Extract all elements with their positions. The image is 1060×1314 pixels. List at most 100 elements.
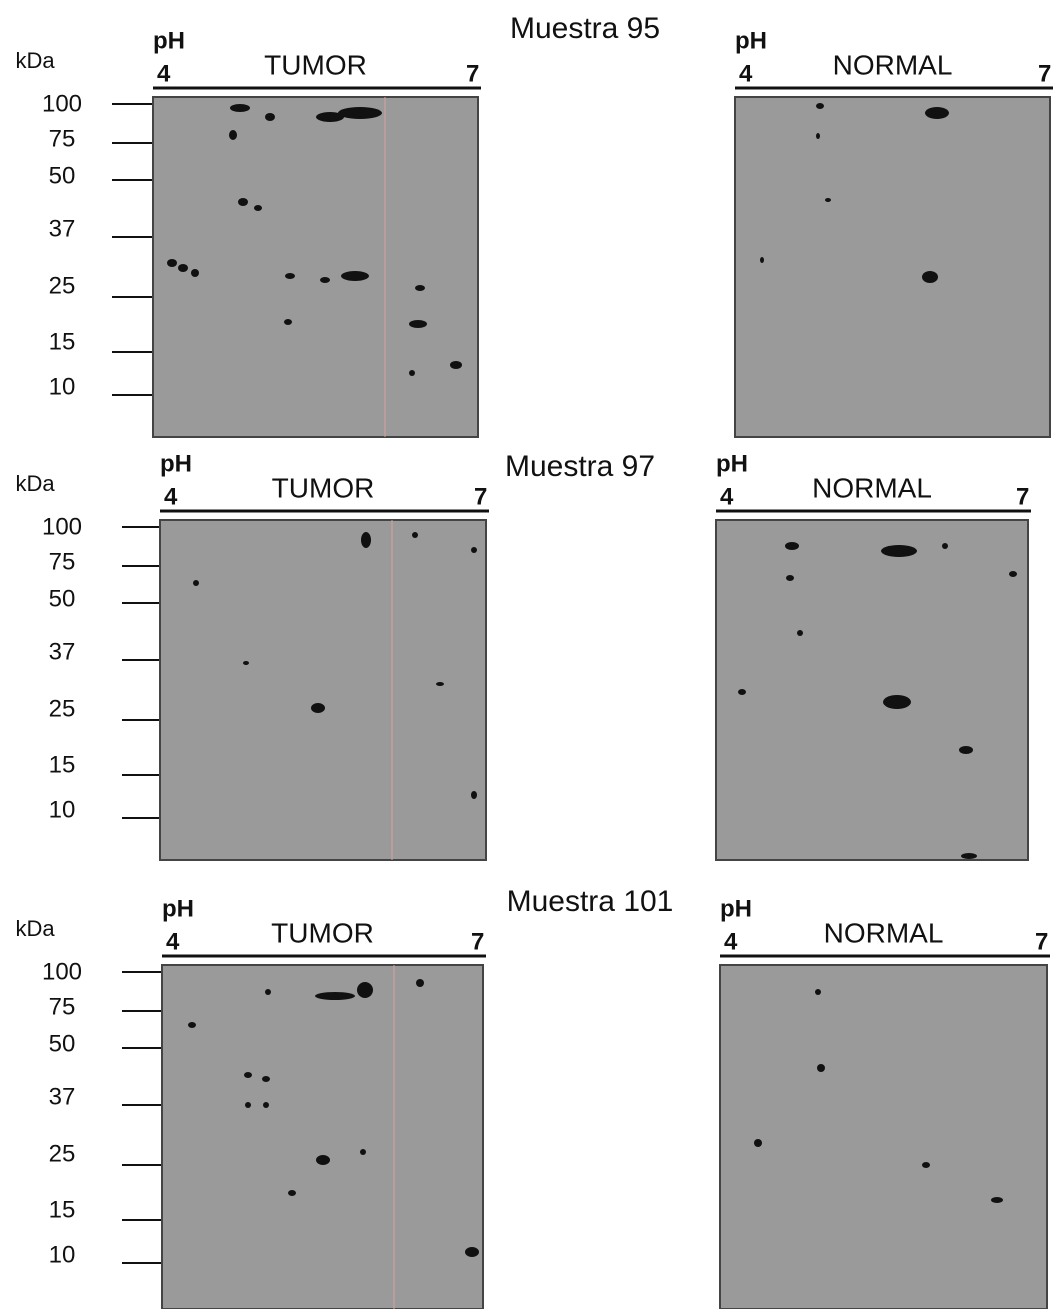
protein-spot	[265, 989, 271, 995]
protein-spot	[262, 1076, 270, 1082]
gel	[152, 96, 479, 438]
protein-spot	[922, 271, 938, 283]
protein-spot	[341, 271, 369, 281]
marker-label: 10	[49, 1241, 76, 1268]
ph-high: 7	[466, 60, 479, 87]
gel	[715, 519, 1029, 861]
ph-low: 4	[164, 483, 178, 510]
protein-spot	[412, 532, 418, 538]
marker-label: 15	[49, 1196, 76, 1223]
gel	[734, 96, 1051, 438]
protein-spot	[785, 542, 799, 550]
protein-spot	[315, 992, 355, 1000]
protein-spot	[738, 689, 746, 695]
protein-spot	[922, 1162, 930, 1168]
protein-spot	[471, 547, 477, 553]
protein-spot	[284, 319, 292, 325]
protein-spot	[754, 1139, 762, 1147]
protein-spot	[191, 269, 199, 277]
protein-spot	[193, 580, 199, 586]
protein-spot	[316, 1155, 330, 1165]
protein-spot	[471, 791, 477, 799]
protein-spot	[436, 682, 444, 686]
marker-label: 37	[49, 215, 76, 242]
panel-label: TUMOR	[271, 917, 374, 948]
protein-spot	[245, 1102, 251, 1108]
ph-high: 7	[1016, 483, 1029, 510]
protein-spot	[817, 1064, 825, 1072]
panel-label: TUMOR	[264, 49, 367, 80]
panel-label: TUMOR	[272, 472, 375, 503]
ph-low: 4	[724, 928, 738, 955]
marker-label: 37	[49, 1083, 76, 1110]
protein-spot	[238, 198, 248, 206]
ph-label: pH	[153, 27, 185, 54]
protein-spot	[360, 1149, 366, 1155]
protein-spot	[311, 703, 325, 713]
protein-spot	[883, 695, 911, 709]
protein-spot	[760, 257, 764, 263]
protein-spot	[797, 630, 803, 636]
ph-label: pH	[716, 450, 748, 477]
protein-spot	[786, 575, 794, 581]
marker-label: 10	[49, 796, 76, 823]
gel	[159, 519, 487, 861]
marker-label: 75	[49, 993, 76, 1020]
ph-low: 4	[166, 928, 180, 955]
sample-title: Muestra 97	[505, 450, 655, 483]
ph-low: 4	[157, 60, 171, 87]
marker-label: 100	[42, 90, 82, 117]
ph-label: pH	[160, 450, 192, 477]
unit-label: kDa	[15, 48, 55, 73]
ph-label: pH	[735, 27, 767, 54]
sample-title: Muestra 95	[510, 12, 660, 45]
marker-label: 100	[42, 513, 82, 540]
unit-label: kDa	[15, 471, 55, 496]
ph-label: pH	[162, 895, 194, 922]
ph-low: 4	[739, 60, 753, 87]
panel-label: NORMAL	[812, 472, 932, 503]
protein-spot	[361, 532, 371, 548]
protein-spot	[188, 1022, 196, 1028]
protein-spot	[316, 112, 344, 122]
marker-label: 100	[42, 958, 82, 985]
protein-spot	[816, 103, 824, 109]
protein-spot	[243, 661, 249, 665]
protein-spot	[409, 370, 415, 376]
protein-spot	[320, 277, 330, 283]
protein-spot	[285, 273, 295, 279]
protein-spot	[816, 133, 820, 139]
marker-label: 50	[49, 585, 76, 612]
protein-spot	[288, 1190, 296, 1196]
panel-label: NORMAL	[824, 917, 944, 948]
protein-spot	[416, 979, 424, 987]
marker-label: 75	[49, 548, 76, 575]
protein-spot	[338, 107, 382, 119]
ph-high: 7	[1035, 928, 1048, 955]
ph-high: 7	[474, 483, 487, 510]
protein-spot	[991, 1197, 1003, 1203]
panel-label: NORMAL	[833, 49, 953, 80]
gel	[161, 964, 484, 1310]
ph-high: 7	[471, 928, 484, 955]
protein-spot	[825, 198, 831, 202]
protein-spot	[942, 543, 948, 549]
protein-spot	[409, 320, 427, 328]
unit-label: kDa	[15, 916, 55, 941]
sample-title: Muestra 101	[507, 885, 674, 918]
protein-spot	[265, 113, 275, 121]
protein-spot	[230, 104, 250, 112]
marker-label: 15	[49, 328, 76, 355]
protein-spot	[815, 989, 821, 995]
marker-label: 25	[49, 695, 76, 722]
marker-label: 50	[49, 162, 76, 189]
marker-label: 10	[49, 373, 76, 400]
protein-spot	[357, 982, 373, 998]
ph-high: 7	[1038, 60, 1051, 87]
protein-spot	[881, 545, 917, 557]
ph-label: pH	[720, 895, 752, 922]
protein-spot	[961, 853, 977, 859]
protein-spot	[229, 130, 237, 140]
marker-label: 50	[49, 1030, 76, 1057]
